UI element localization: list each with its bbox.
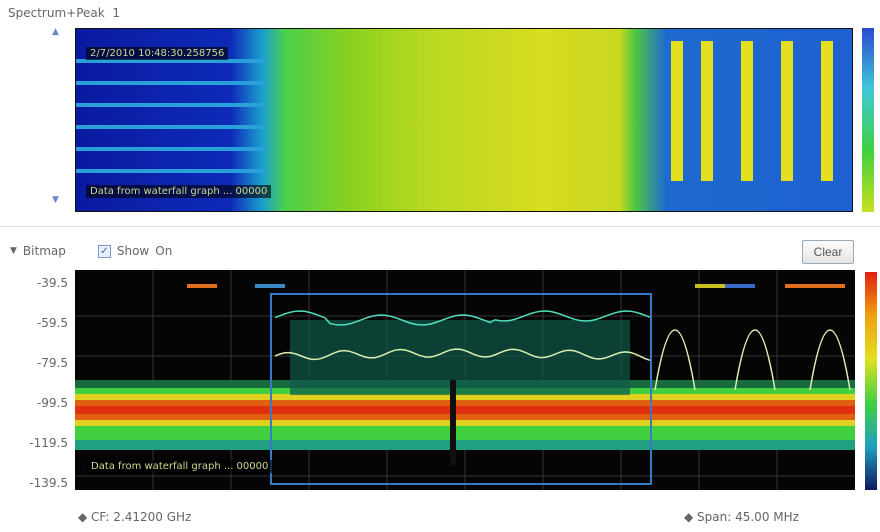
- max-trace: [274, 310, 651, 326]
- noise-band: [75, 440, 855, 450]
- y-tick-label: -99.5: [36, 396, 68, 410]
- waterfall-row: [76, 169, 266, 173]
- waterfall-burst: [741, 41, 753, 181]
- waterfall-burst: [701, 41, 713, 181]
- noise-band: [75, 400, 855, 406]
- scroll-up-icon[interactable]: ▲: [52, 27, 59, 37]
- marker-legend: [695, 284, 725, 288]
- waterfall-footer-text: Data from waterfall graph ... 00000: [86, 185, 272, 198]
- center-frequency[interactable]: ◆ CF: 2.41200 GHz: [78, 510, 192, 524]
- peak-trace: [274, 348, 651, 361]
- bitmap-state: On: [155, 244, 173, 258]
- signal-fill: [290, 320, 630, 395]
- noise-band: [75, 414, 855, 420]
- y-tick-label: -59.5: [36, 316, 68, 330]
- waterfall-row: [76, 147, 266, 151]
- waterfall-burst: [671, 41, 683, 181]
- divider: [0, 226, 880, 227]
- noise-band: [75, 426, 855, 440]
- waterfall-burst: [781, 41, 793, 181]
- waterfall-timestamp: 2/7/2010 10:48:30.258756: [86, 47, 229, 60]
- waterfall-row: [76, 81, 266, 85]
- burst-trace: [734, 329, 776, 391]
- y-tick-label: -139.5: [29, 476, 68, 490]
- scroll-down-icon[interactable]: ▼: [52, 195, 59, 205]
- marker-legend: [785, 284, 845, 288]
- noise-band: [75, 420, 855, 426]
- waterfall-row: [76, 59, 266, 63]
- waterfall-display[interactable]: 2/7/2010 10:48:30.258756 Data from water…: [75, 28, 853, 212]
- y-tick-label: -39.5: [36, 276, 68, 290]
- notch: [450, 380, 456, 465]
- spectrum-plot[interactable]: Data from waterfall graph ... 00000: [75, 270, 855, 490]
- show-checkbox[interactable]: ✓: [97, 244, 111, 258]
- plot-overlay-text: Data from waterfall graph ... 00000: [87, 460, 273, 473]
- waterfall-row: [76, 103, 266, 107]
- bitmap-label: Bitmap: [22, 244, 66, 258]
- waterfall-burst: [821, 41, 833, 181]
- marker-box: [270, 293, 652, 485]
- y-tick-label: -119.5: [29, 436, 68, 450]
- y-tick-label: -79.5: [36, 356, 68, 370]
- burst-trace: [809, 329, 851, 391]
- waterfall-title: Spectrum+Peak 1: [8, 6, 120, 20]
- marker-legend: [255, 284, 285, 288]
- marker-legend: [187, 284, 217, 288]
- waterfall-color-scale: [862, 28, 874, 212]
- noise-band: [75, 394, 855, 400]
- collapse-icon[interactable]: ▼: [10, 246, 17, 256]
- bitmap-color-scale: [865, 272, 877, 490]
- span[interactable]: ◆ Span: 45.00 MHz: [684, 510, 799, 524]
- show-label: Show: [116, 244, 150, 258]
- marker-legend: [725, 284, 755, 288]
- waterfall-row: [76, 125, 266, 129]
- spectrum-svg: [75, 270, 855, 490]
- burst-trace: [654, 329, 696, 391]
- clear-button[interactable]: Clear: [802, 240, 854, 264]
- noise-band: [75, 406, 855, 414]
